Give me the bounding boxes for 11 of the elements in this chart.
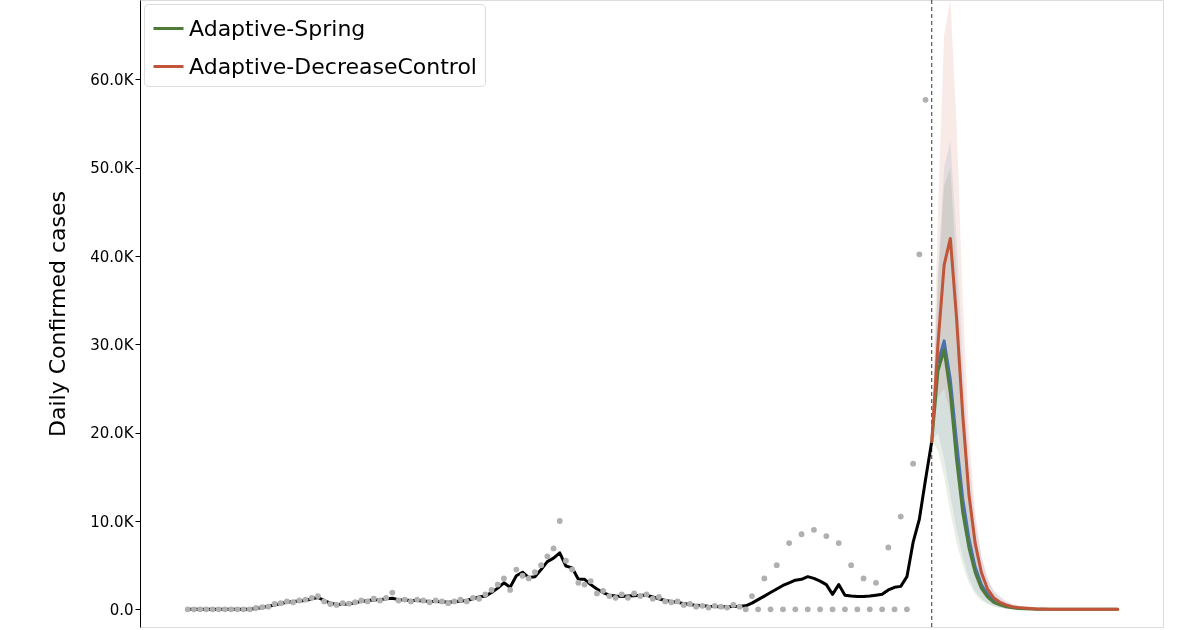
legend-label: Adaptive-DecreaseControl [189,53,477,79]
line-series [930,236,1120,611]
y-tick-label: 60.0K [90,70,135,89]
y-tick-label: 0.0 [109,600,134,619]
y-tick-label: 30.0K [90,335,135,354]
legend-label: Adaptive-Spring [189,15,366,41]
y-axis-title: Daily Confirmed cases [45,191,71,437]
y-tick-label: 20.0K [90,424,135,443]
y-tick-label: 40.0K [90,247,135,266]
y-tick-label: 50.0K [90,159,135,178]
y-tick-label: 10.0K [90,512,135,531]
